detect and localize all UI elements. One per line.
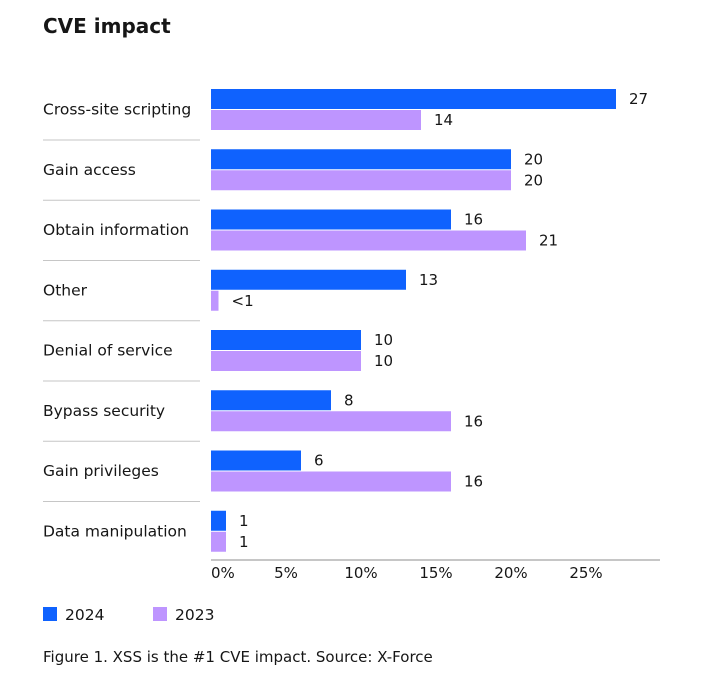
- bar-2023-gain-access: [211, 170, 511, 191]
- value-label-2024-other: 13: [419, 271, 438, 289]
- legend: 2024 2023: [43, 606, 214, 624]
- x-tick-label: 25%: [569, 564, 602, 582]
- bar-2023-gain-privileges: [211, 471, 451, 492]
- category-label-gain-privileges: Gain privileges: [43, 462, 159, 480]
- plot-area: Cross-site scripting 27 14 Gain access 20 20 O…: [43, 89, 648, 552]
- bar-2023-cross-site-scripting: [211, 110, 421, 130]
- x-tick-label: 10%: [344, 564, 377, 582]
- value-label-2023-other: <1: [232, 292, 254, 310]
- value-label-2023-data-manipulation: 1: [239, 533, 249, 551]
- bar-2023-obtain-information: [211, 230, 526, 251]
- bar-2024-gain-privileges: [211, 450, 301, 471]
- bar-2023-data-manipulation: [211, 531, 226, 552]
- category-label-data-manipulation: Data manipulation: [43, 522, 187, 540]
- bar-2024-denial-of-service: [211, 330, 361, 350]
- category-label-obtain-information: Obtain information: [43, 221, 189, 239]
- bar-2023-other: [211, 290, 219, 311]
- legend-swatch-2023: [153, 607, 167, 621]
- value-label-2024-gain-privileges: 6: [314, 452, 324, 470]
- figure-caption: Figure 1. XSS is the #1 CVE impact. Sour…: [43, 648, 433, 666]
- x-tick-label: 20%: [494, 564, 527, 582]
- legend-label-2023: 2023: [175, 606, 214, 624]
- value-label-2023-obtain-information: 21: [539, 232, 558, 250]
- value-label-2024-bypass-security: 8: [344, 391, 354, 409]
- value-label-2023-bypass-security: 16: [464, 412, 483, 430]
- value-label-2024-data-manipulation: 1: [239, 512, 249, 530]
- value-label-2023-denial-of-service: 10: [374, 352, 393, 370]
- category-label-other: Other: [43, 281, 88, 299]
- x-tick-label: 5%: [274, 564, 298, 582]
- x-tick-label: 15%: [419, 564, 452, 582]
- value-label-2024-denial-of-service: 10: [374, 331, 393, 349]
- x-tick-label: 0%: [211, 564, 235, 582]
- value-label-2023-cross-site-scripting: 14: [434, 111, 453, 129]
- category-label-denial-of-service: Denial of service: [43, 342, 173, 360]
- value-label-2024-cross-site-scripting: 27: [629, 90, 648, 108]
- bar-2024-gain-access: [211, 149, 511, 170]
- legend-swatch-2024: [43, 607, 57, 621]
- bar-2023-denial-of-service: [211, 351, 361, 371]
- bar-2024-cross-site-scripting: [211, 89, 616, 109]
- chart-title: CVE impact: [43, 14, 171, 38]
- bar-2023-bypass-security: [211, 411, 451, 432]
- value-label-2024-obtain-information: 16: [464, 211, 483, 229]
- legend-label-2024: 2024: [65, 606, 104, 624]
- bar-2024-bypass-security: [211, 390, 331, 411]
- bar-2024-obtain-information: [211, 209, 451, 230]
- bar-2024-data-manipulation: [211, 510, 226, 531]
- category-label-cross-site-scripting: Cross-site scripting: [43, 101, 191, 119]
- value-label-2023-gain-privileges: 16: [464, 473, 483, 491]
- value-label-2024-gain-access: 20: [524, 150, 543, 168]
- bar-2024-other: [211, 269, 406, 290]
- category-label-gain-access: Gain access: [43, 161, 136, 179]
- category-label-bypass-security: Bypass security: [43, 402, 165, 420]
- value-label-2023-gain-access: 20: [524, 171, 543, 189]
- x-axis: 0% 5% 10% 15% 20% 25%: [211, 559, 660, 582]
